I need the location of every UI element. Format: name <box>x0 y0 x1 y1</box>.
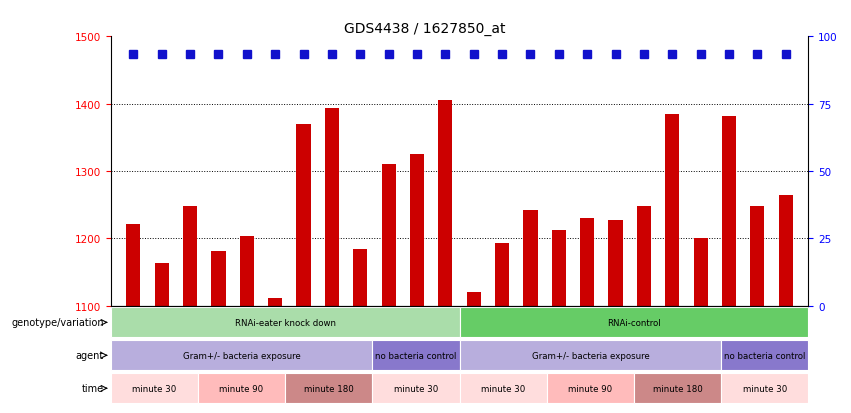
Bar <box>155 264 168 306</box>
Text: genotype/variation: genotype/variation <box>11 318 104 328</box>
Bar <box>460 373 546 404</box>
Bar <box>111 373 197 404</box>
Bar <box>325 109 339 306</box>
Bar <box>751 206 764 306</box>
Text: RNAi-control: RNAi-control <box>607 318 661 327</box>
Text: minute 30: minute 30 <box>481 384 525 393</box>
Bar <box>523 211 538 306</box>
Bar <box>373 373 460 404</box>
Bar <box>634 373 721 404</box>
Bar <box>240 237 254 306</box>
Bar <box>779 196 793 306</box>
Title: GDS4438 / 1627850_at: GDS4438 / 1627850_at <box>344 22 505 36</box>
Bar <box>111 340 373 370</box>
Text: minute 180: minute 180 <box>304 384 353 393</box>
Text: minute 90: minute 90 <box>220 384 264 393</box>
Bar <box>285 373 373 404</box>
Bar <box>460 307 808 338</box>
Bar <box>721 340 808 370</box>
Bar <box>111 307 460 338</box>
Text: minute 30: minute 30 <box>132 384 176 393</box>
Text: time: time <box>82 383 104 393</box>
Bar <box>381 165 396 306</box>
Bar <box>373 340 460 370</box>
Text: minute 30: minute 30 <box>743 384 787 393</box>
Bar <box>353 249 368 306</box>
Text: minute 90: minute 90 <box>568 384 613 393</box>
Bar <box>608 220 623 306</box>
Text: no bacteria control: no bacteria control <box>724 351 806 360</box>
Bar <box>410 155 424 306</box>
Bar <box>694 238 708 306</box>
Text: no bacteria control: no bacteria control <box>375 351 457 360</box>
Bar <box>546 373 634 404</box>
Text: agent: agent <box>76 351 104 361</box>
Bar <box>211 251 226 306</box>
Bar <box>495 244 509 306</box>
Bar <box>460 340 721 370</box>
Bar <box>268 298 283 306</box>
Bar <box>466 293 481 306</box>
Bar <box>296 125 311 306</box>
Bar <box>721 373 808 404</box>
Text: Gram+/- bacteria exposure: Gram+/- bacteria exposure <box>532 351 649 360</box>
Bar <box>580 218 594 306</box>
Bar <box>665 114 679 306</box>
Text: RNAi-eater knock down: RNAi-eater knock down <box>235 318 335 327</box>
Bar <box>722 116 736 306</box>
Bar <box>438 101 453 306</box>
Bar <box>551 230 566 306</box>
Text: minute 30: minute 30 <box>394 384 438 393</box>
Bar <box>126 224 140 306</box>
Text: minute 180: minute 180 <box>653 384 702 393</box>
Bar <box>637 206 651 306</box>
Bar <box>197 373 285 404</box>
Bar <box>183 206 197 306</box>
Text: Gram+/- bacteria exposure: Gram+/- bacteria exposure <box>183 351 300 360</box>
